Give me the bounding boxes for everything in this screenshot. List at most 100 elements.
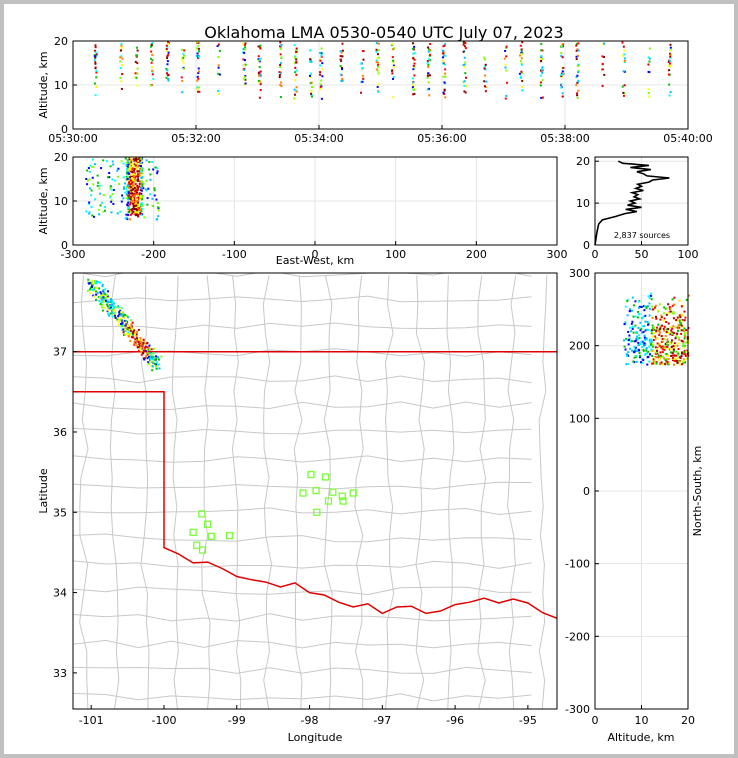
source-point bbox=[647, 328, 650, 331]
source-point bbox=[631, 320, 634, 323]
source-point bbox=[520, 63, 523, 66]
source-point bbox=[678, 356, 681, 359]
source-point bbox=[653, 326, 656, 329]
source-point bbox=[426, 88, 429, 91]
source-point bbox=[341, 77, 344, 80]
source-point bbox=[136, 211, 139, 214]
source-point bbox=[676, 351, 679, 354]
source-point bbox=[140, 192, 143, 195]
source-point bbox=[257, 55, 260, 58]
source-point bbox=[135, 168, 138, 171]
source-point bbox=[125, 178, 128, 181]
source-point bbox=[106, 176, 109, 179]
source-point bbox=[94, 61, 97, 64]
source-point bbox=[377, 42, 380, 45]
source-point bbox=[144, 188, 147, 191]
source-point bbox=[633, 340, 636, 343]
source-point bbox=[504, 97, 507, 100]
source-point bbox=[654, 331, 657, 334]
source-point bbox=[126, 172, 129, 175]
source-point bbox=[166, 57, 169, 60]
source-point bbox=[658, 303, 661, 306]
source-point bbox=[412, 52, 415, 55]
source-point bbox=[667, 61, 670, 64]
source-point bbox=[392, 76, 395, 79]
source-point bbox=[131, 208, 134, 211]
source-point bbox=[156, 170, 159, 173]
source-point bbox=[127, 160, 130, 163]
source-point bbox=[92, 288, 95, 291]
x-tick-label: -100 bbox=[151, 714, 176, 727]
county-line bbox=[538, 275, 548, 709]
lma-station-marker bbox=[203, 520, 212, 528]
source-point bbox=[661, 363, 664, 366]
source-point bbox=[135, 162, 138, 165]
source-point bbox=[576, 96, 579, 99]
source-point bbox=[140, 157, 143, 160]
source-point bbox=[197, 77, 200, 80]
source-point bbox=[683, 327, 686, 330]
source-point bbox=[320, 55, 323, 58]
source-point bbox=[680, 329, 683, 332]
source-point bbox=[134, 178, 137, 181]
source-point bbox=[104, 206, 107, 209]
source-point bbox=[140, 207, 143, 210]
source-point bbox=[279, 41, 282, 44]
source-point bbox=[665, 328, 668, 331]
source-point bbox=[669, 43, 672, 46]
source-point bbox=[124, 319, 127, 322]
source-point bbox=[626, 298, 629, 301]
source-point bbox=[376, 61, 379, 64]
source-point bbox=[147, 168, 150, 171]
source-point bbox=[111, 305, 114, 308]
source-point bbox=[132, 336, 135, 339]
source-point bbox=[93, 279, 96, 282]
east-west-ylabel: Altitude, km bbox=[37, 167, 50, 234]
source-point bbox=[411, 47, 414, 50]
y-tick-label: 100 bbox=[569, 412, 590, 425]
source-point bbox=[520, 57, 523, 60]
source-point bbox=[411, 77, 414, 80]
source-point bbox=[682, 304, 685, 307]
source-point bbox=[464, 42, 467, 45]
county-line bbox=[73, 427, 532, 435]
source-point bbox=[669, 307, 672, 310]
source-point bbox=[656, 337, 659, 340]
source-point bbox=[132, 330, 135, 333]
source-point bbox=[259, 83, 262, 86]
source-point bbox=[428, 94, 431, 97]
source-point bbox=[484, 90, 487, 93]
source-point bbox=[427, 46, 430, 49]
source-point bbox=[411, 86, 414, 89]
source-point bbox=[154, 355, 157, 358]
source-point bbox=[133, 175, 136, 178]
source-point bbox=[150, 45, 153, 48]
source-point bbox=[279, 71, 282, 74]
source-point bbox=[95, 71, 98, 74]
source-point bbox=[258, 45, 261, 48]
source-point bbox=[651, 350, 654, 353]
source-point bbox=[136, 346, 139, 349]
source-point bbox=[632, 331, 635, 334]
source-point bbox=[149, 356, 152, 359]
source-point bbox=[634, 346, 637, 349]
source-point bbox=[652, 327, 655, 330]
source-point bbox=[541, 71, 544, 74]
source-point bbox=[182, 52, 185, 55]
source-point bbox=[625, 337, 628, 340]
source-point bbox=[651, 362, 654, 365]
source-point bbox=[680, 322, 683, 325]
source-point bbox=[637, 327, 640, 330]
source-point bbox=[243, 43, 246, 46]
source-point bbox=[377, 56, 380, 59]
source-point bbox=[138, 343, 141, 346]
source-point bbox=[504, 63, 507, 66]
source-point bbox=[683, 333, 686, 336]
source-point bbox=[244, 59, 247, 62]
y-tick-label: -200 bbox=[565, 630, 590, 643]
source-point bbox=[341, 55, 344, 58]
source-point bbox=[680, 320, 683, 323]
source-point bbox=[654, 304, 657, 307]
source-point bbox=[577, 64, 580, 67]
